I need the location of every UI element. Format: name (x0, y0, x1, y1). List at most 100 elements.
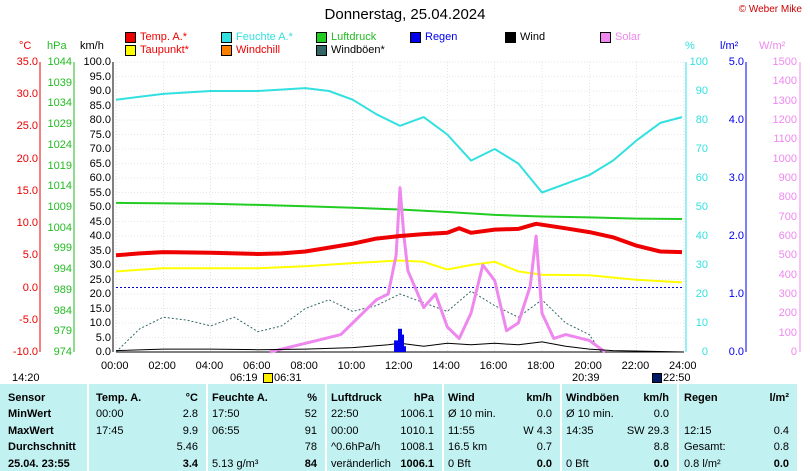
rain-bar (401, 346, 406, 352)
series-line-wind (115, 341, 685, 353)
series-line-feuchte-a (115, 87, 683, 194)
time-tick-label: 18:00 (527, 360, 555, 372)
legend-label-rain: Regen (425, 31, 458, 43)
chart-title: Donnerstag, 25.04.2024 (324, 6, 486, 23)
table-value: 1006.1 (400, 408, 434, 420)
time-tick-label: 08:00 (290, 360, 318, 372)
humidity-tick-label: 30 (695, 259, 708, 271)
table-cell: 16.5 km (448, 441, 488, 453)
temp-tick-label: 20.0 (16, 152, 38, 165)
table-value: 1010.1 (400, 424, 434, 437)
table-value: 84 (304, 457, 317, 470)
table-value: 52 (304, 408, 317, 420)
unit-rain: l/m² (720, 40, 739, 52)
table-value: 9.9 (182, 424, 198, 437)
temp-tick-label: 30.0 (16, 88, 38, 101)
table-value: 0.0 (773, 457, 789, 470)
wind-tick-label: 40.0 (89, 230, 111, 242)
table-value: 91 (304, 424, 317, 437)
rain-tick-label: 3.0 (728, 172, 744, 184)
moon-icon (652, 373, 662, 383)
table-header-unit: l/m² (769, 392, 789, 404)
time-tick-label: 22:00 (621, 360, 650, 372)
wind-tick-label: 35.0 (89, 244, 111, 257)
wind-tick-label: 90.0 (89, 85, 111, 97)
table-header-unit: km/h (526, 392, 552, 404)
table-value: 3.4 (182, 457, 198, 470)
legend-solar: Solar (600, 31, 641, 43)
rain-tick-label: 4.0 (728, 114, 744, 126)
table-cell: Ø 10 min. (566, 408, 614, 420)
rain-tick-label: 0.0 (728, 346, 744, 358)
rain-bar (399, 334, 404, 352)
time-tick-label: 00:00 (101, 360, 129, 372)
table-header: Regen (684, 392, 718, 404)
table-row-label: MaxWert (8, 424, 54, 437)
table-value: 1008.1 (400, 441, 434, 453)
legend-label-humidity: Feuchte A.* (236, 31, 293, 43)
wind-tick-label: 60.0 (89, 172, 111, 184)
legend-label-pressure: Luftdruck (331, 31, 377, 43)
table-header: Wind (448, 392, 475, 404)
wind-tick-label: 95.0 (89, 70, 111, 83)
solar-tick-label: 1000 (772, 152, 797, 165)
solar-tick-label: 0 (790, 346, 797, 358)
legend-swatch-humidity (221, 31, 232, 43)
solar-tick-label: 300 (778, 288, 797, 300)
unit-temp: °C (19, 40, 32, 52)
pressure-tick-label: 1039 (47, 76, 72, 89)
time-tick-label: 20:00 (574, 360, 602, 372)
table-header: Temp. A. (96, 392, 142, 404)
rain-bar (394, 340, 399, 352)
table-header: Windböen (566, 392, 620, 404)
pressure-tick-label: 1004 (47, 221, 72, 234)
wind-tick-label: 30.0 (89, 259, 111, 271)
table-header-unit: % (307, 392, 317, 404)
wind-tick-label: 10.0 (89, 317, 111, 329)
rain-tick-label: 1.0 (728, 288, 744, 300)
wind-tick-label: 25.0 (89, 273, 111, 286)
wind-tick-label: 0.0 (95, 346, 111, 358)
table-cell: Gesamt: (684, 441, 726, 453)
legend-label-solar: Solar (615, 31, 641, 43)
solar-tick-label: 600 (778, 230, 797, 242)
sun-icon (263, 373, 273, 383)
solar-tick-label: 100 (778, 326, 797, 339)
solar-tick-label: 1400 (772, 75, 797, 88)
unit-wind: km/h (80, 40, 104, 52)
table-header-unit: km/h (643, 392, 669, 404)
pressure-tick-label: 1024 (47, 138, 72, 151)
legend-dewpoint: Taupunkt* (125, 44, 189, 56)
time-tick-label: 04:00 (195, 360, 224, 372)
table-value: W 4.3 (523, 424, 552, 437)
legend-swatch-dewpoint (125, 44, 136, 56)
legend-swatch-rain (410, 31, 421, 43)
solar-tick-label: 900 (778, 172, 797, 184)
noon-marker: 06:31 (263, 372, 302, 384)
legend-label-temp: Temp. A.* (140, 31, 188, 43)
pressure-tick-label: 1029 (47, 118, 72, 131)
humidity-tick-label: 40 (695, 230, 708, 242)
brand-label: © Weber Mike (738, 4, 802, 15)
table-value: 0.0 (653, 457, 669, 470)
legend-gusts: Windböen* (316, 44, 385, 56)
table-value: 0.0 (536, 408, 552, 420)
table-value: 1006.1 (400, 457, 434, 470)
moon-label: 22:50 (663, 372, 691, 384)
table-cell: 17:50 (212, 408, 240, 420)
wind-tick-label: 20.0 (89, 288, 111, 300)
legend-swatch-solar (600, 31, 611, 43)
time-tick-label: 10:00 (337, 360, 366, 372)
legend-swatch-windchill (221, 44, 232, 56)
pressure-tick-label: 1014 (47, 180, 72, 193)
moon-marker: 22:50 (652, 372, 691, 384)
rain-tick-label: 5.0 (728, 56, 744, 68)
temp-tick-label: 25.0 (16, 120, 38, 133)
table-value: 5.46 (176, 441, 198, 453)
table-cell: Ø 10 min. (448, 408, 496, 420)
solar-tick-label: 1200 (772, 114, 797, 126)
wind-tick-label: 80.0 (89, 114, 111, 126)
legend-wind: Wind (505, 31, 545, 43)
legend-label-wind: Wind (520, 31, 546, 43)
table-cell: 14:35 (566, 424, 594, 437)
